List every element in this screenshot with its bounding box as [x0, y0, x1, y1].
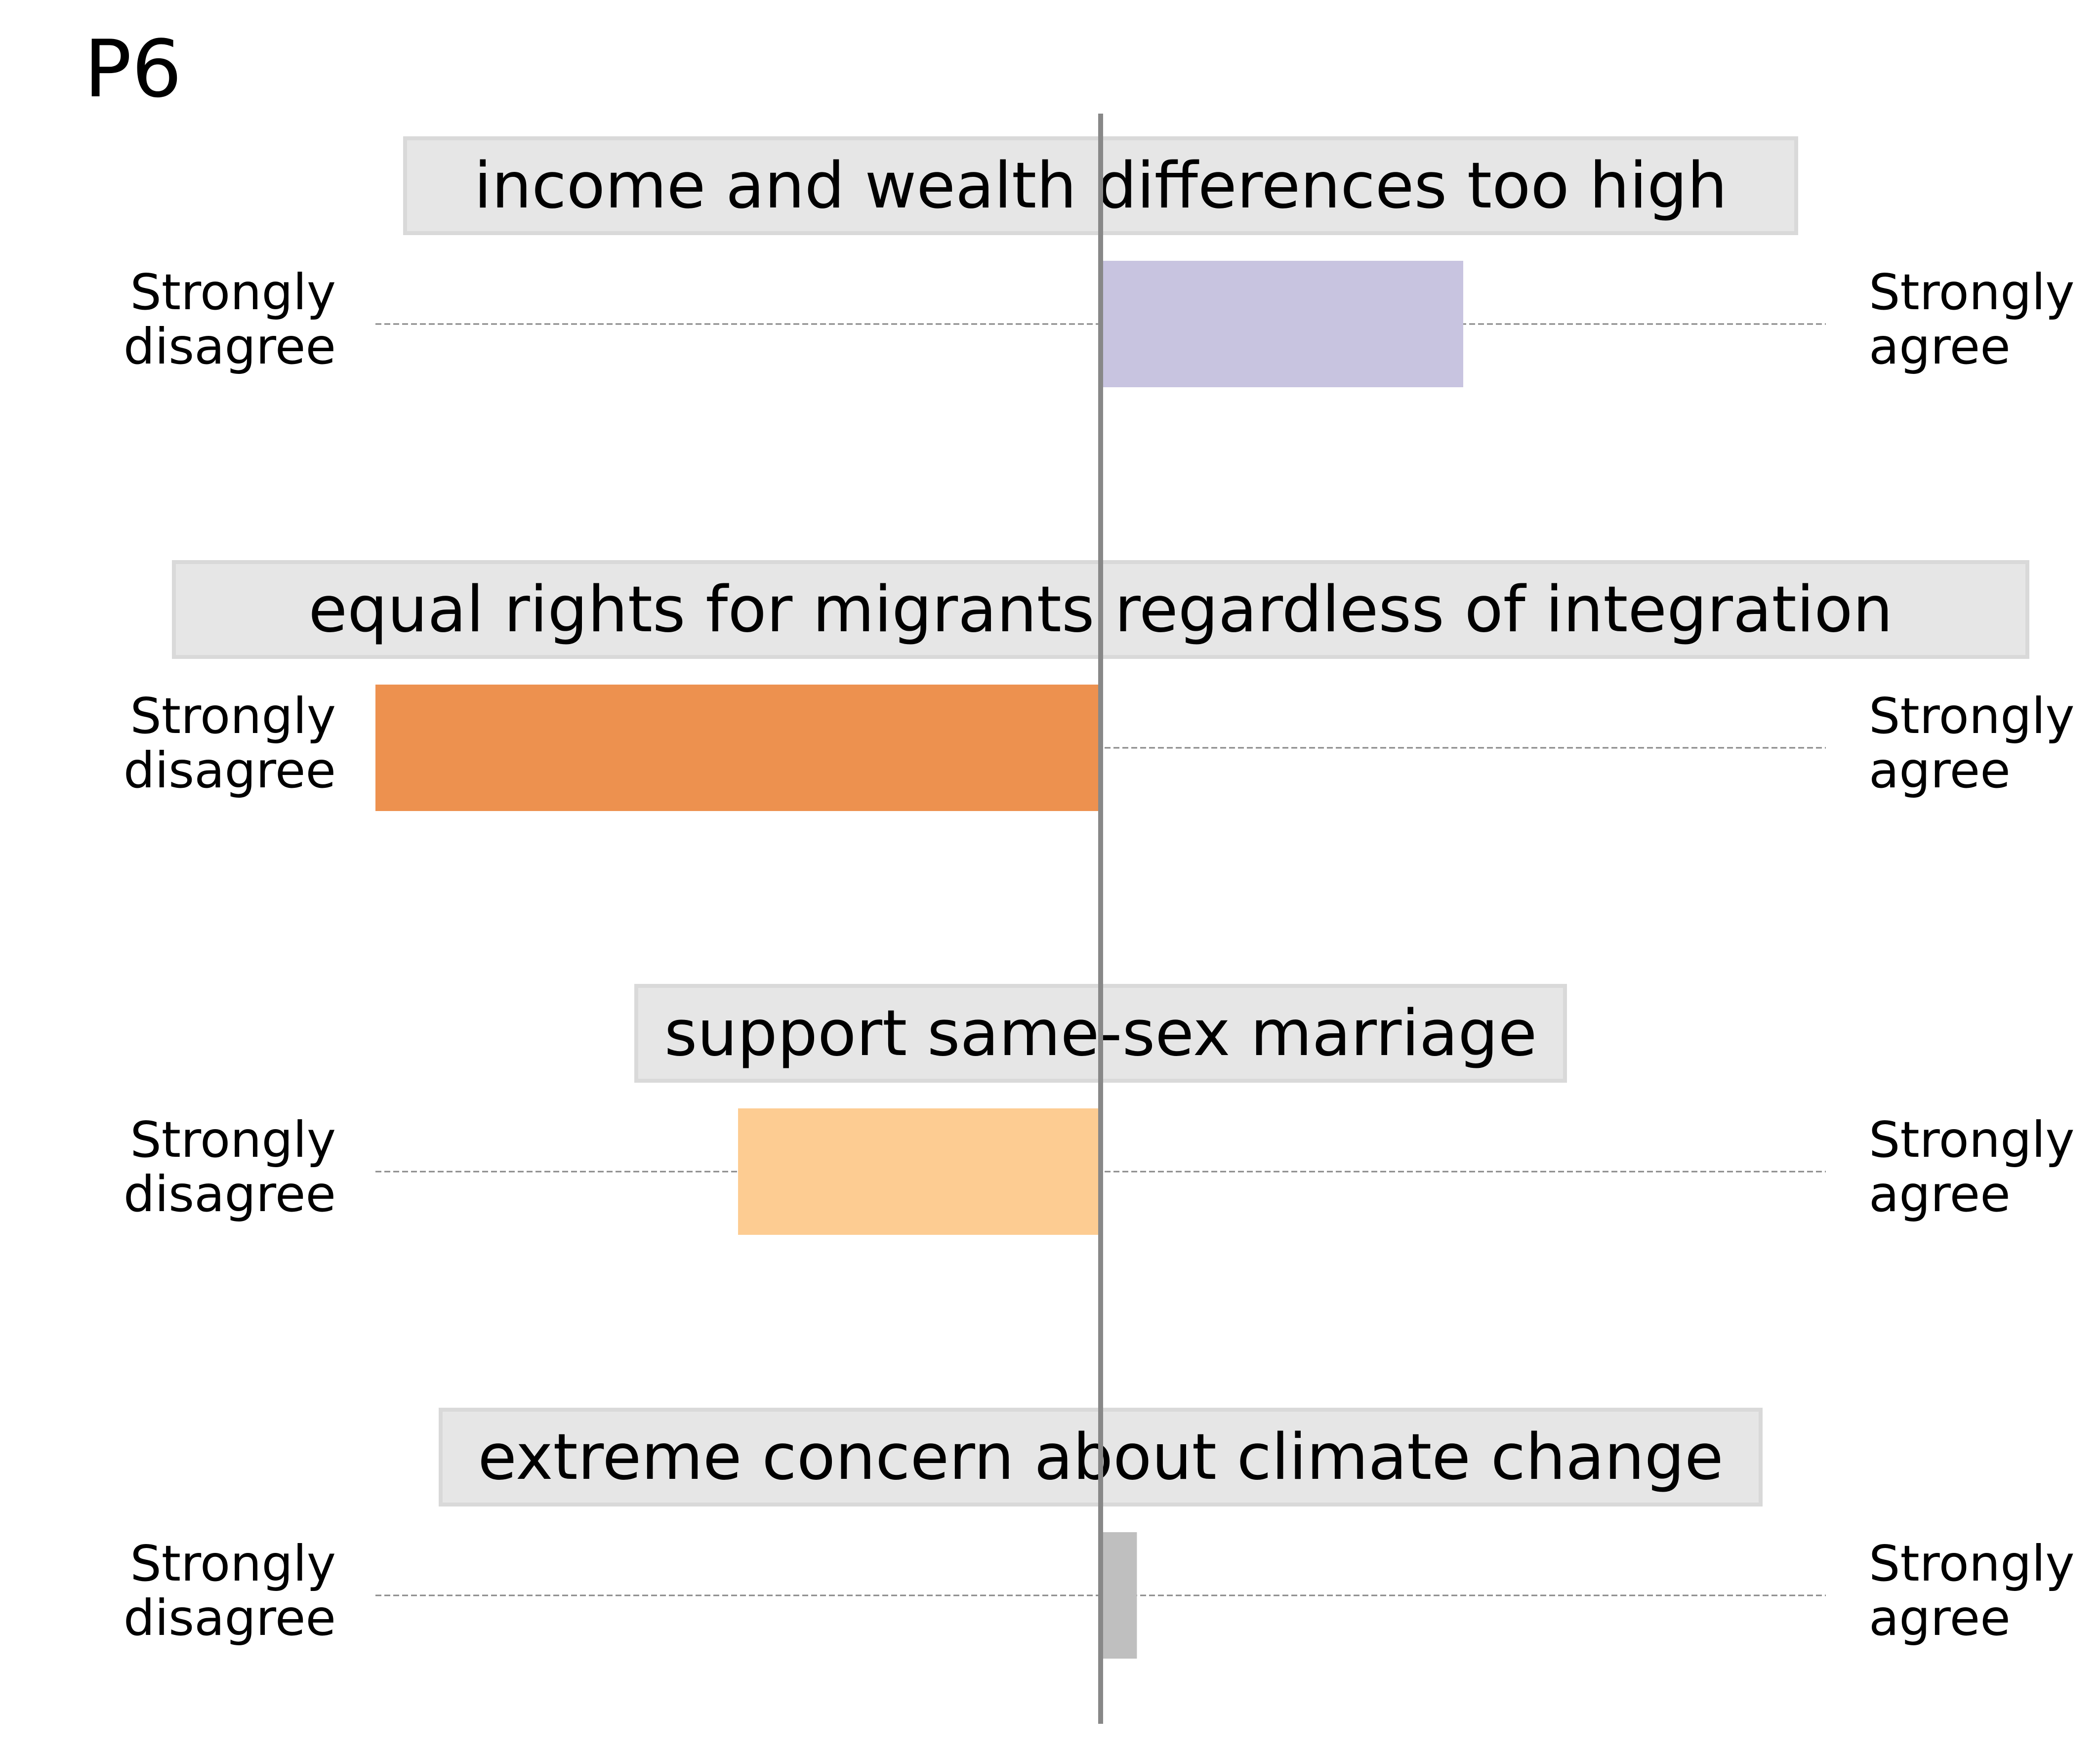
panel-title: P6	[84, 23, 182, 115]
value-bar	[1101, 1532, 1137, 1659]
left-end-label: Strongly disagree	[124, 263, 336, 375]
right-end-label: Strongly agree	[1869, 1111, 2075, 1223]
left-end-label: Strongly disagree	[124, 1535, 336, 1647]
left-end-label: Strongly disagree	[124, 1111, 336, 1223]
left-end-label: Strongly disagree	[124, 687, 336, 799]
value-bar	[738, 1108, 1101, 1235]
right-end-label: Strongly agree	[1869, 687, 2075, 799]
right-end-label: Strongly agree	[1869, 1535, 2075, 1647]
right-end-label: Strongly agree	[1869, 263, 2075, 375]
value-bar	[1101, 261, 1463, 387]
value-bar	[375, 685, 1101, 811]
